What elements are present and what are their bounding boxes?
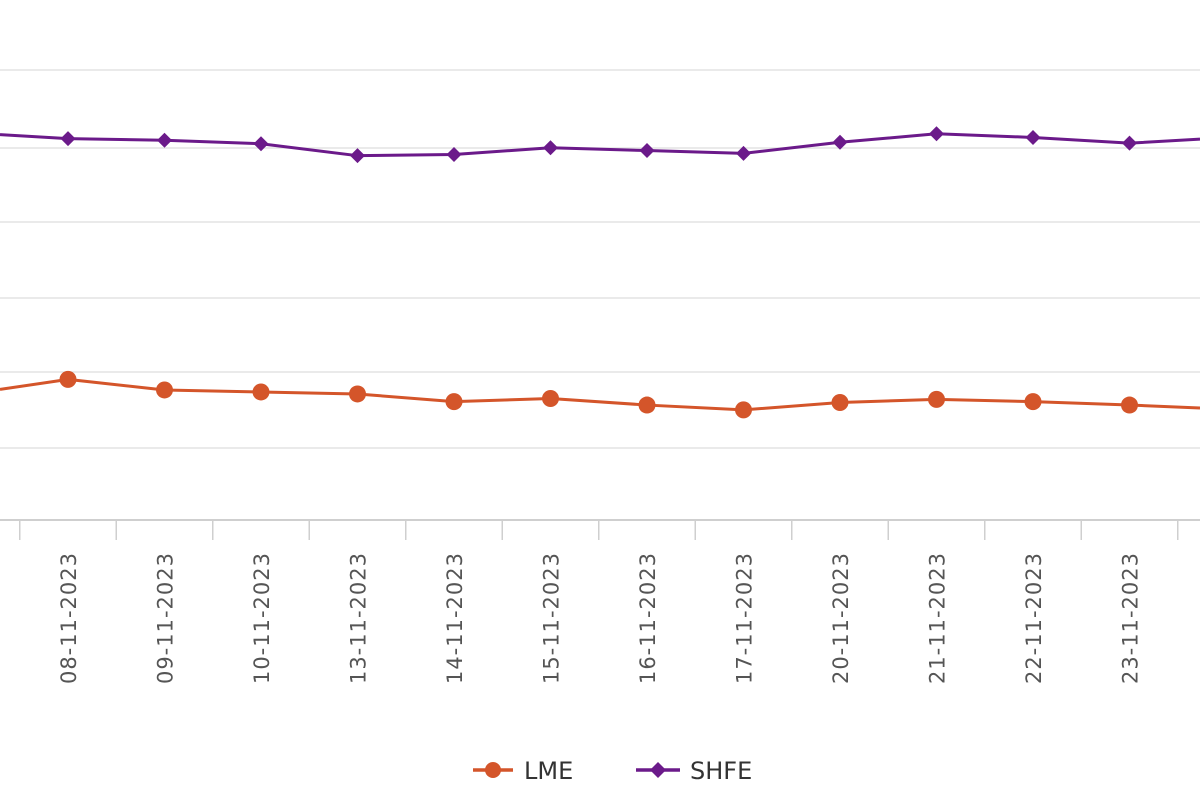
data-point-shfe[interactable]: [157, 132, 172, 148]
data-point-shfe[interactable]: [1122, 135, 1137, 151]
series-lines: [0, 132, 1200, 412]
data-point-shfe[interactable]: [60, 131, 76, 147]
data-point-lme[interactable]: [349, 385, 366, 403]
legend[interactable]: LME SHFE: [473, 757, 752, 785]
series-line-lme: [0, 377, 1200, 412]
x-tick-label: 15-11-2023: [540, 552, 564, 684]
data-point-lme[interactable]: [638, 396, 656, 414]
x-tick-label: 14-11-2023: [443, 552, 467, 684]
x-tick-label: 10-11-2023: [250, 552, 274, 684]
data-point-shfe[interactable]: [253, 136, 269, 152]
x-tick-label: 20-11-2023: [829, 552, 853, 684]
series-line-shfe: [0, 132, 1200, 158]
data-point-lme[interactable]: [1024, 393, 1042, 411]
data-point-shfe[interactable]: [350, 148, 365, 164]
data-point-lme[interactable]: [1121, 396, 1138, 414]
x-tick-label: 21-11-2023: [926, 552, 950, 684]
legend-item-shfe[interactable]: SHFE: [636, 757, 752, 785]
data-point-lme[interactable]: [59, 370, 77, 388]
legend-lme-label: LME: [524, 757, 573, 785]
data-point-lme[interactable]: [928, 390, 945, 408]
legend-item-lme[interactable]: LME: [473, 757, 573, 785]
data-point-shfe[interactable]: [1025, 129, 1041, 145]
data-point-lme[interactable]: [445, 393, 463, 411]
x-tick-labels: 08-11-2023 09-11-2023 10-11-2023 13-11-2023…: [57, 552, 1143, 684]
data-point-lme[interactable]: [156, 381, 173, 399]
data-point-shfe[interactable]: [543, 140, 558, 156]
x-tick-label: 09-11-2023: [154, 552, 178, 684]
legend-lme-marker-icon: [485, 762, 501, 778]
data-point-shfe[interactable]: [929, 126, 944, 142]
x-tick-label: 17-11-2023: [733, 552, 757, 684]
legend-shfe-marker-icon: [650, 762, 666, 778]
gridlines: [0, 69, 1200, 449]
x-axis: [0, 519, 1200, 540]
series-markers: [59, 126, 1138, 419]
data-point-shfe[interactable]: [832, 134, 848, 150]
data-point-shfe[interactable]: [446, 147, 462, 163]
x-tick-label: 13-11-2023: [347, 552, 371, 684]
x-tick-label: 23-11-2023: [1119, 552, 1143, 684]
x-tick-label: 22-11-2023: [1022, 552, 1046, 684]
x-tick-label: 08-11-2023: [57, 552, 81, 684]
data-point-lme[interactable]: [735, 401, 752, 419]
data-point-shfe[interactable]: [639, 143, 655, 159]
data-point-lme[interactable]: [542, 390, 559, 408]
legend-shfe-label: SHFE: [690, 757, 752, 785]
data-point-lme[interactable]: [252, 383, 270, 401]
data-point-lme[interactable]: [831, 393, 849, 411]
x-tick-label: 16-11-2023: [636, 552, 660, 684]
data-point-shfe[interactable]: [736, 145, 751, 161]
